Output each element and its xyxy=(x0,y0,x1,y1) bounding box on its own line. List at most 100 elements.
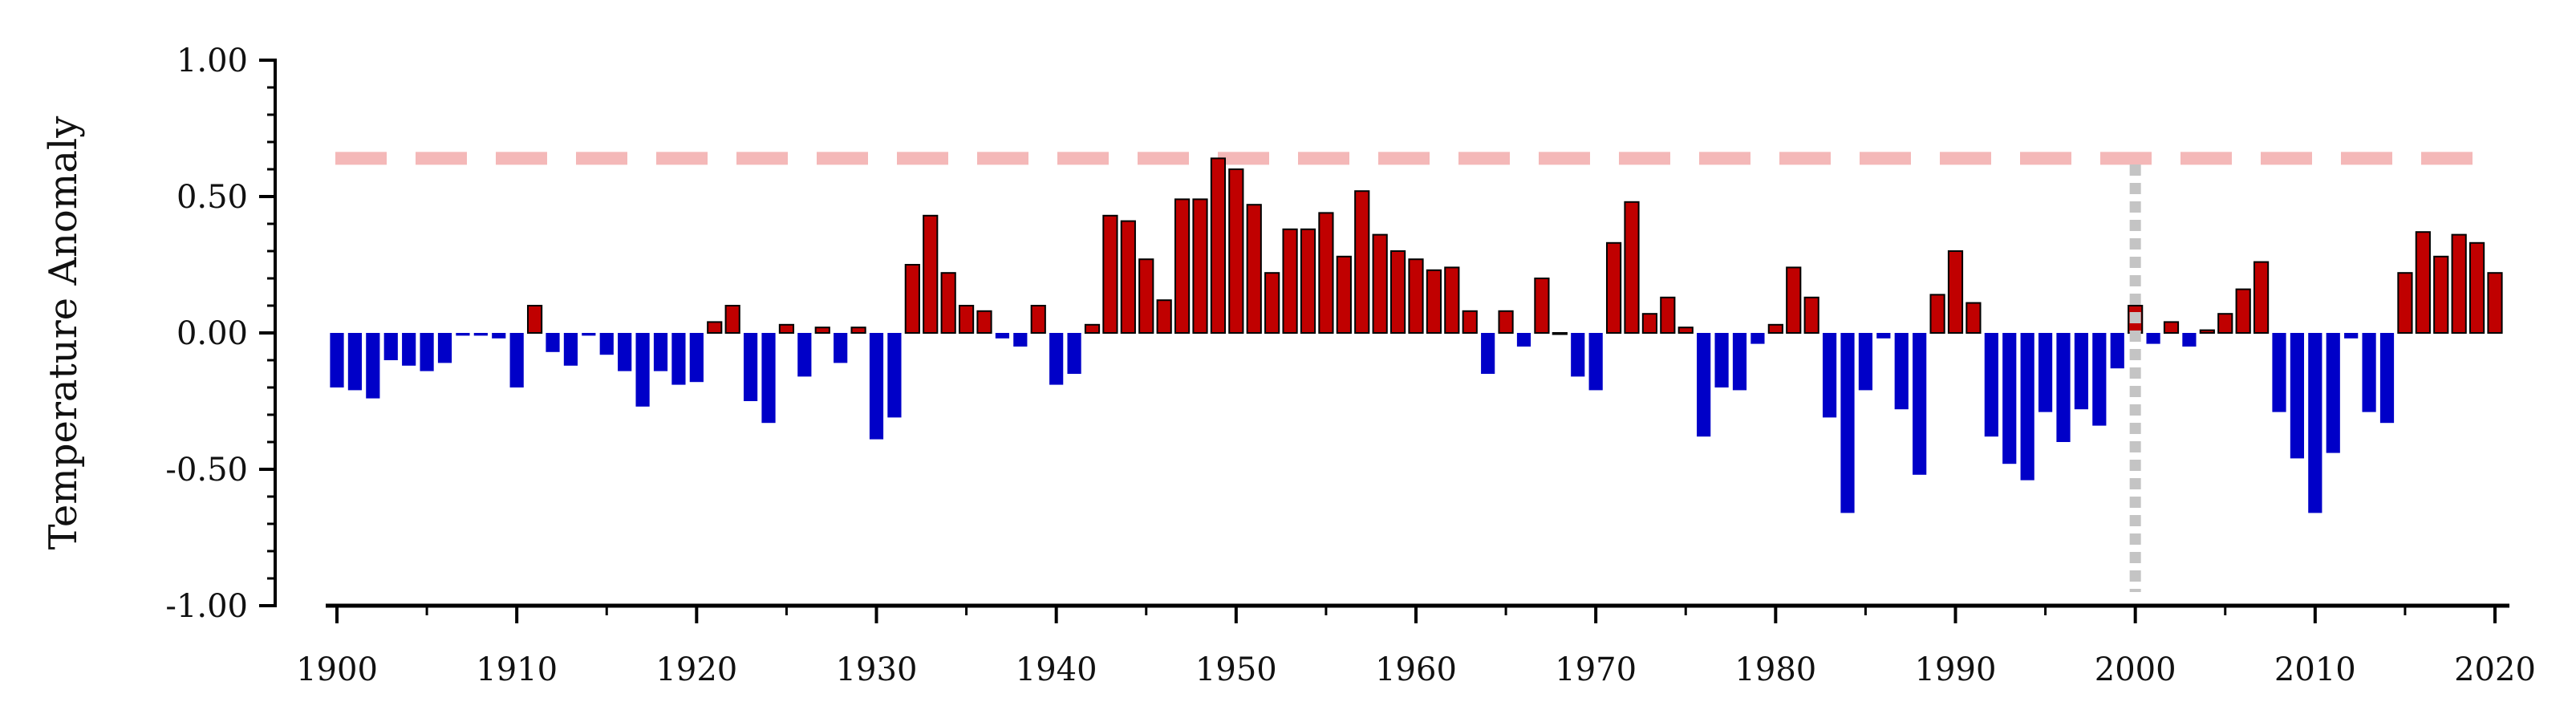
bar-2019 xyxy=(2468,241,2485,334)
bar-2012 xyxy=(2344,333,2359,339)
bar-1995 xyxy=(2038,333,2053,412)
x-tick-label: 2010 xyxy=(2274,651,2356,688)
bar-1971 xyxy=(1605,241,1622,334)
x-tick-label: 1980 xyxy=(1734,651,1816,688)
bar-1970 xyxy=(1588,333,1603,391)
bar-2011 xyxy=(2326,333,2340,453)
bar-2006 xyxy=(2235,288,2251,335)
bar-1923 xyxy=(743,333,758,401)
bar-1993 xyxy=(2002,333,2017,464)
x-tick-label: 1940 xyxy=(1016,651,1097,688)
bar-1996 xyxy=(2056,333,2071,442)
bar-1957 xyxy=(1354,190,1370,334)
x-tick-label: 1930 xyxy=(836,651,918,688)
bar-1937 xyxy=(995,333,1010,339)
bar-1938 xyxy=(1013,333,1028,347)
bar-2010 xyxy=(2308,333,2322,513)
bar-1900 xyxy=(330,333,344,387)
bar-1913 xyxy=(563,333,578,366)
bar-1968 xyxy=(1552,332,1568,335)
bar-1909 xyxy=(492,333,506,339)
bar-1963 xyxy=(1462,310,1478,334)
bar-1901 xyxy=(347,333,363,391)
bar-1991 xyxy=(1965,302,1982,335)
bar-2008 xyxy=(2272,333,2286,412)
bar-1978 xyxy=(1732,333,1747,391)
bar-1985 xyxy=(1858,333,1873,391)
bar-1958 xyxy=(1372,233,1388,335)
bar-1990 xyxy=(1947,250,1964,334)
y-axis-label: Temperature Anomaly xyxy=(41,116,86,550)
bar-1981 xyxy=(1786,266,1802,334)
bar-1941 xyxy=(1067,333,1081,374)
bar-1992 xyxy=(1984,333,1998,437)
bar-1926 xyxy=(797,333,812,377)
bar-2002 xyxy=(2163,321,2180,334)
bar-1999 xyxy=(2110,333,2124,369)
bar-1924 xyxy=(761,333,776,424)
bar-1960 xyxy=(1408,258,1424,335)
bar-1966 xyxy=(1516,333,1531,347)
bar-1920 xyxy=(689,333,704,383)
bar-1939 xyxy=(1030,305,1046,334)
bar-1945 xyxy=(1138,258,1154,335)
bar-1922 xyxy=(724,305,740,334)
bar-2018 xyxy=(2451,233,2467,335)
bar-1980 xyxy=(1767,323,1783,334)
bar-1912 xyxy=(546,333,560,352)
bar-1959 xyxy=(1389,250,1406,334)
bar-1997 xyxy=(2074,333,2089,410)
bar-1954 xyxy=(1300,228,1316,334)
bar-1947 xyxy=(1174,198,1191,334)
bars xyxy=(330,157,2503,513)
bar-1915 xyxy=(599,333,614,355)
bar-1977 xyxy=(1714,333,1729,387)
bar-1950 xyxy=(1228,168,1244,334)
bar-1982 xyxy=(1803,296,1819,334)
bar-1907 xyxy=(456,333,470,336)
bar-1925 xyxy=(778,323,795,334)
y-tick-label: -1.00 xyxy=(165,588,248,625)
bar-2014 xyxy=(2379,333,2395,424)
bar-1908 xyxy=(473,333,488,336)
bar-1918 xyxy=(653,333,668,371)
bar-1983 xyxy=(1822,333,1837,418)
bar-1973 xyxy=(1641,313,1658,335)
bar-1916 xyxy=(618,333,632,371)
x-tick-label: 2020 xyxy=(2454,651,2536,688)
bar-1931 xyxy=(887,333,902,418)
y-ticks: 1.00 0.50 0.00 -0.50 -1.00 xyxy=(165,43,275,625)
bar-1951 xyxy=(1246,204,1262,334)
bar-1930 xyxy=(869,333,884,440)
bar-1948 xyxy=(1192,198,1208,334)
x-tick-label: 1900 xyxy=(296,651,378,688)
bar-2007 xyxy=(2253,261,2270,335)
bar-1903 xyxy=(383,333,398,360)
bar-1962 xyxy=(1444,266,1460,334)
y-tick-label: 1.00 xyxy=(176,43,248,79)
bar-1936 xyxy=(976,310,992,334)
bar-1964 xyxy=(1481,333,1495,374)
bar-1961 xyxy=(1426,269,1442,334)
bar-1986 xyxy=(1876,333,1891,339)
bar-1942 xyxy=(1084,323,1101,334)
bar-1917 xyxy=(635,333,650,407)
bar-1972 xyxy=(1624,201,1640,334)
bar-1902 xyxy=(366,333,380,399)
bar-1944 xyxy=(1120,220,1136,334)
bar-1974 xyxy=(1660,296,1676,334)
bar-1910 xyxy=(509,333,524,387)
bar-1976 xyxy=(1697,333,1711,437)
bar-1989 xyxy=(1929,294,1945,334)
bar-1946 xyxy=(1156,299,1172,335)
y-tick-label: 0.00 xyxy=(176,315,248,352)
bar-2015 xyxy=(2397,272,2413,335)
bar-1943 xyxy=(1102,214,1118,334)
y-tick-label: 0.50 xyxy=(176,179,248,216)
bar-1904 xyxy=(402,333,416,366)
x-tick-label: 1990 xyxy=(1915,651,1997,688)
bar-1952 xyxy=(1264,272,1280,335)
x-tick-label: 1950 xyxy=(1195,651,1277,688)
